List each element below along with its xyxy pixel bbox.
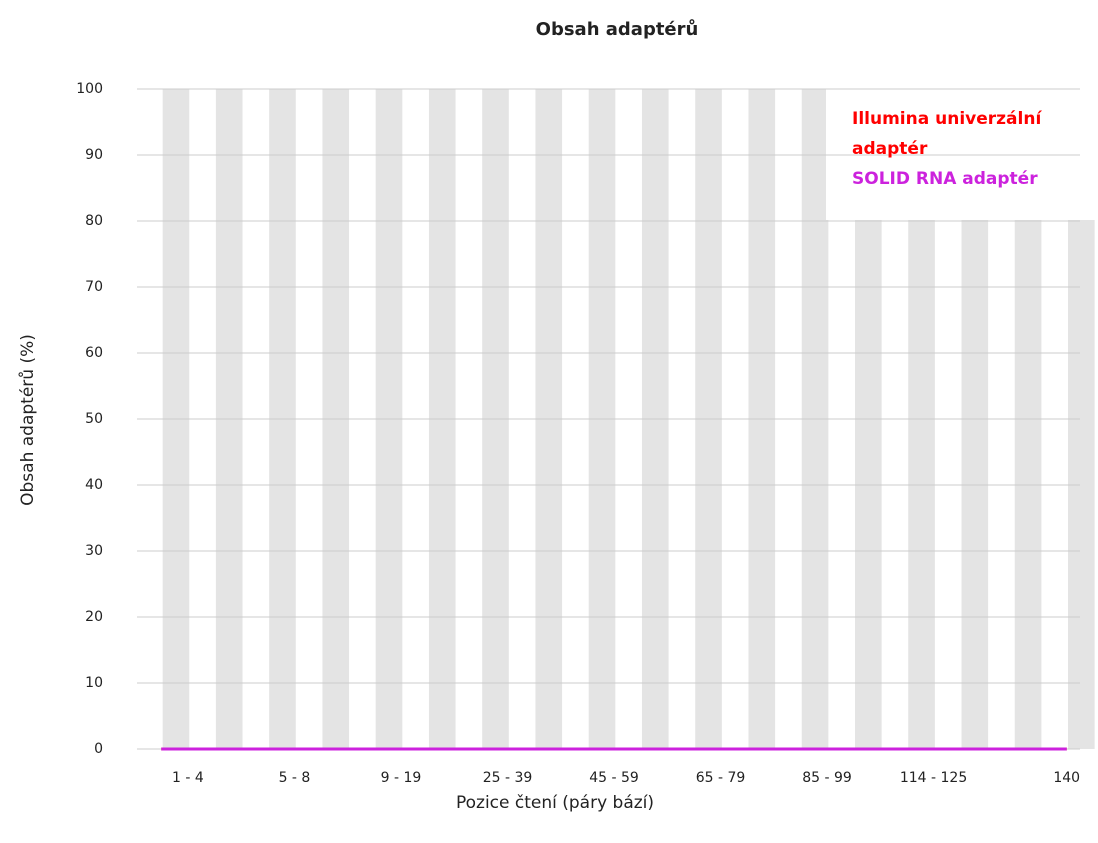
y-tick-label: 40 — [85, 477, 103, 493]
x-tick-label: 1 - 4 — [172, 770, 204, 786]
chart-title: Obsah adaptérů — [536, 18, 699, 40]
x-tick-label: 45 - 59 — [589, 770, 639, 786]
y-tick-label: 70 — [85, 279, 103, 295]
legend-background — [826, 87, 1098, 220]
x-axis-label: Pozice čtení (páry bází) — [456, 793, 654, 813]
y-tick-label: 90 — [85, 147, 103, 163]
x-tick-label: 85 - 99 — [802, 770, 852, 786]
y-tick-label: 60 — [85, 345, 103, 361]
x-tick-label: 25 - 39 — [483, 770, 533, 786]
legend-entry: Illumina univerzální adaptér — [852, 109, 1042, 159]
x-tick-label: 9 - 19 — [381, 770, 422, 786]
y-tick-label: 0 — [94, 741, 103, 757]
y-tick-label: 20 — [85, 609, 103, 625]
y-tick-label: 30 — [85, 543, 103, 559]
y-axis-label: Obsah adaptérů (%) — [18, 334, 38, 506]
x-tick-label: 65 - 79 — [696, 770, 746, 786]
y-tick-label: 10 — [85, 675, 103, 691]
x-tick-label: 114 - 125 — [900, 770, 967, 786]
x-tick-label: 140 — [1053, 770, 1080, 786]
y-tick-label: 50 — [85, 411, 103, 427]
y-tick-label: 100 — [76, 81, 103, 97]
x-tick-label: 5 - 8 — [279, 770, 311, 786]
y-tick-label: 80 — [85, 213, 103, 229]
legend: Illumina univerzální adaptér SOLID RNA ad… — [852, 104, 1082, 194]
legend-entry: SOLID RNA adaptér — [852, 169, 1038, 189]
